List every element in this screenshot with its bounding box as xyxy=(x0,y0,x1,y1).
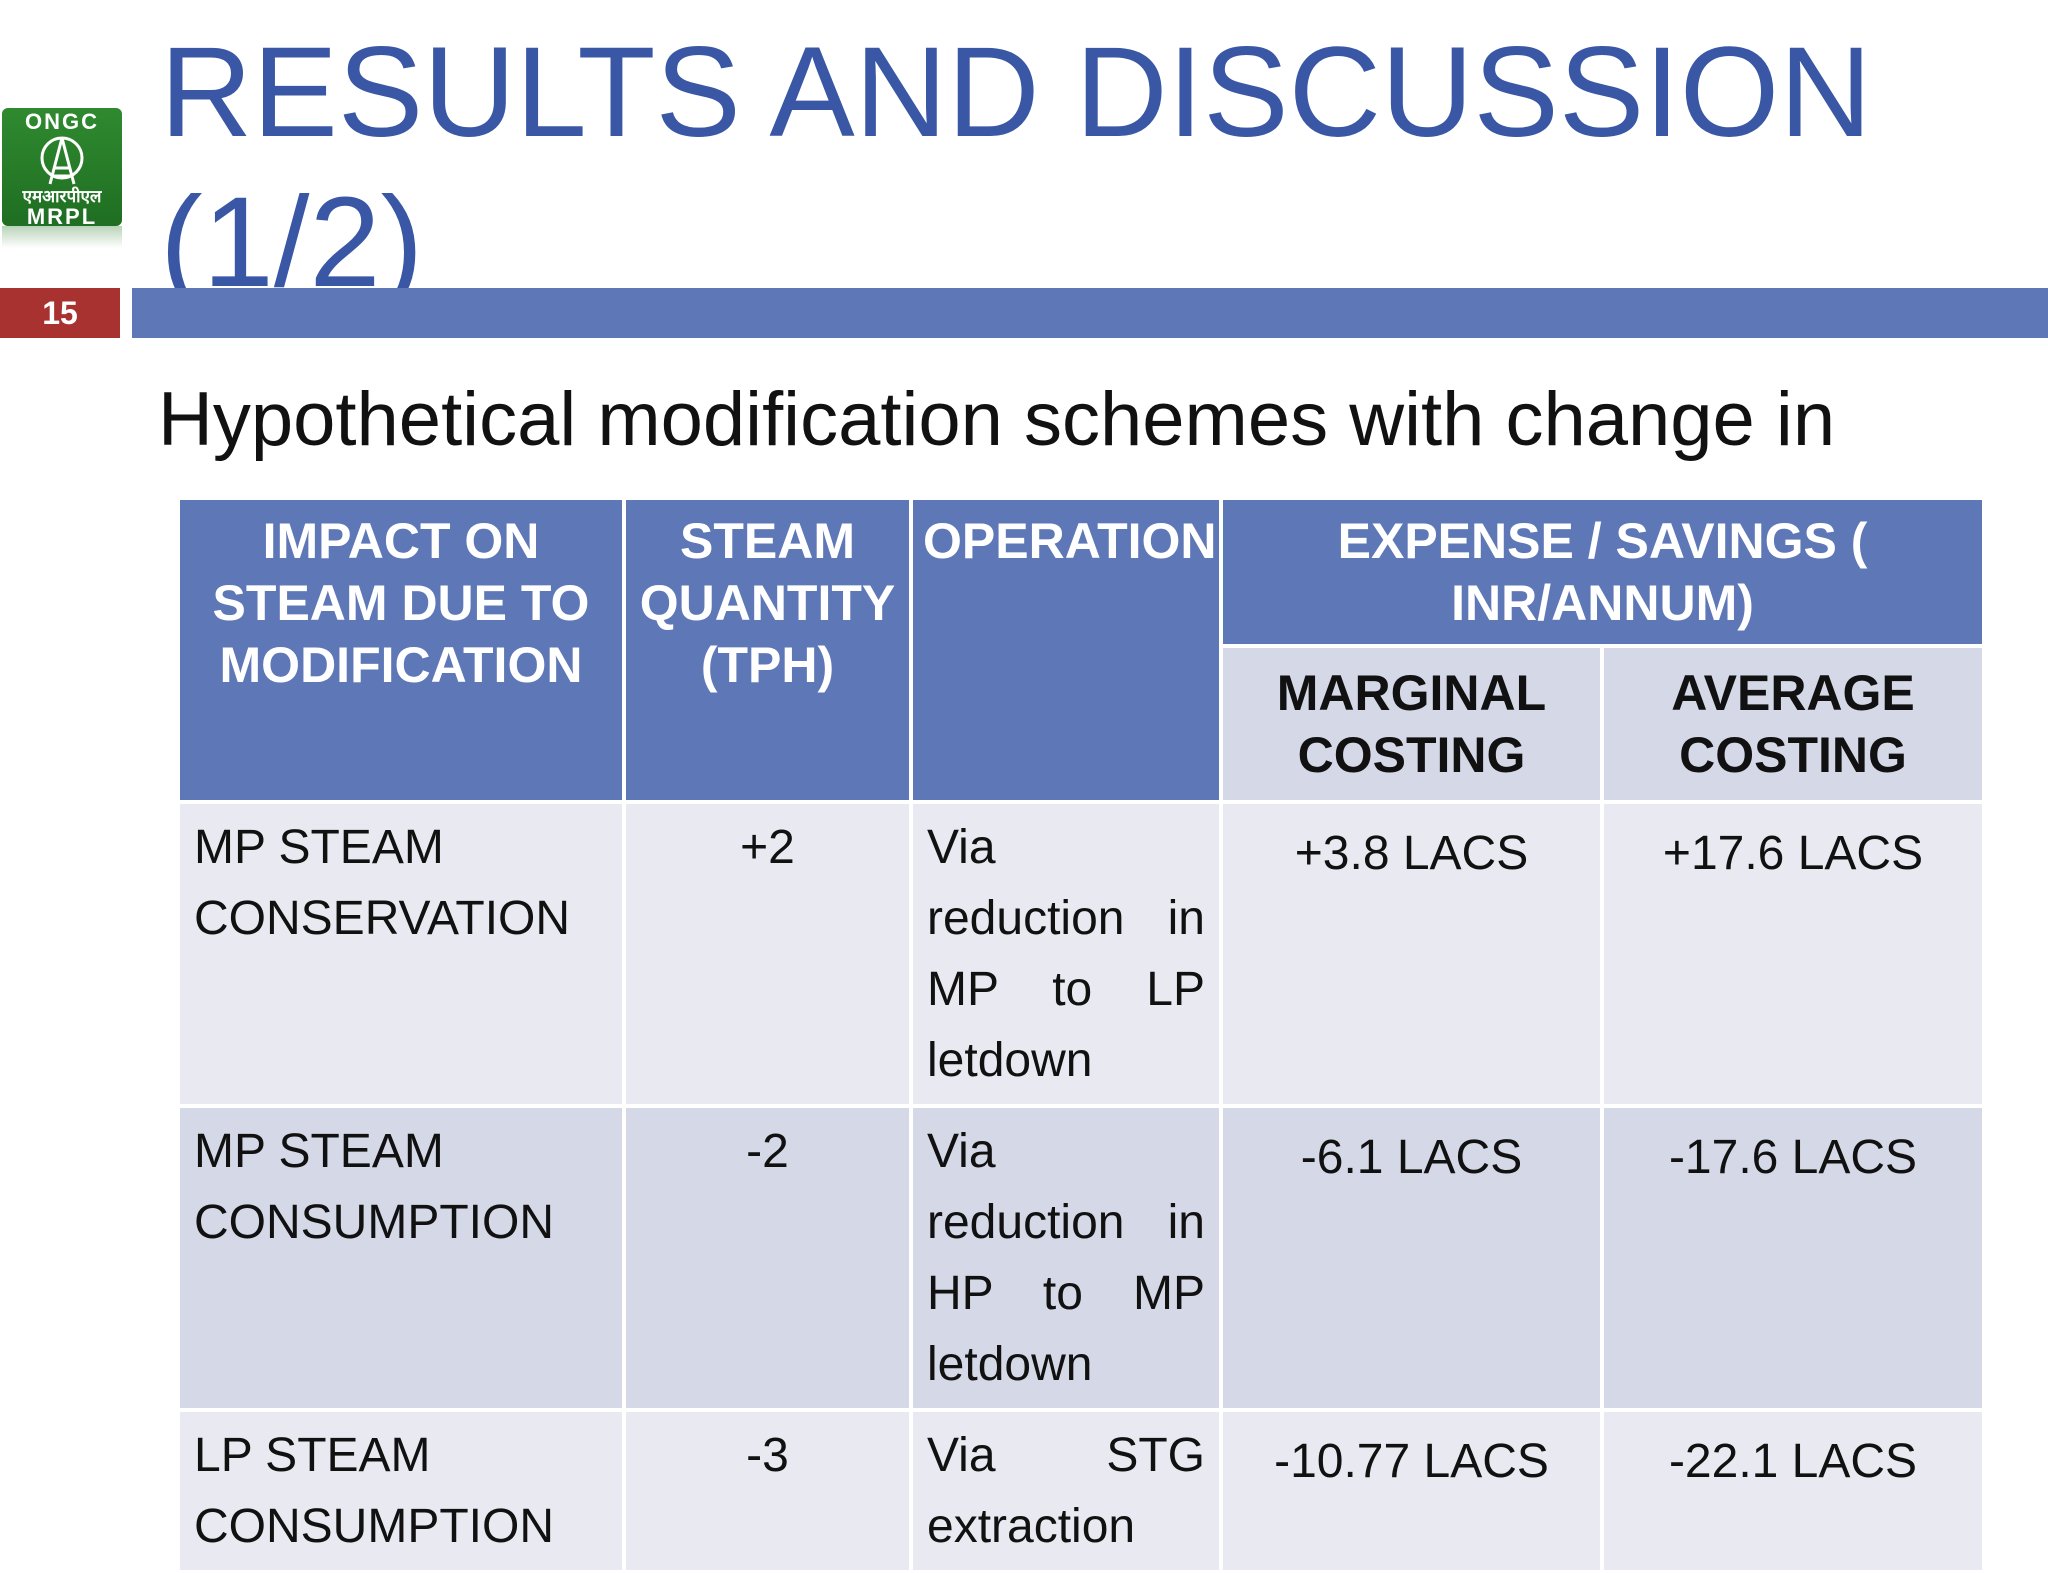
title-divider-bar xyxy=(132,288,2048,338)
logo-text-ongc: ONGC xyxy=(25,109,99,134)
steam-cost-table: IMPACT ON STEAM DUE TO MODIFICATION STEA… xyxy=(176,496,1987,1574)
cell-impact: MP STEAM CONSERVATION xyxy=(176,800,626,1108)
oil-derrick-icon xyxy=(40,136,84,185)
cell-operation: Via reduction in HP to MP letdown xyxy=(909,1104,1223,1412)
slide-number: 15 xyxy=(0,288,120,338)
logo-text-hindi: एमआरपीएल xyxy=(22,187,102,206)
cell-marginal: -10.77 LACS xyxy=(1219,1408,1604,1574)
cell-average: -22.1 LACS xyxy=(1599,1408,1987,1574)
header-average-costing: AVERAGE COSTING xyxy=(1599,644,1987,804)
cell-impact: LP STEAM CONSUMPTION xyxy=(176,1408,626,1574)
cell-operation: Via reduction in MP to LP letdown xyxy=(909,800,1223,1108)
ongc-mrpl-logo: ONGC एमआरपीएल MRPL xyxy=(2,108,122,226)
cell-marginal: +3.8 LACS xyxy=(1219,800,1604,1108)
slide-title: RESULTS AND DISCUSSION (1/2) xyxy=(160,21,1872,314)
header-operation: OPERATION xyxy=(909,496,1223,804)
header-expense-savings: EXPENSE / SAVINGS ( INR/ANNUM) xyxy=(1218,496,1987,648)
slide-subtitle: Hypothetical modification schemes with c… xyxy=(158,377,1836,462)
header-impact: IMPACT ON STEAM DUE TO MODIFICATION xyxy=(176,496,626,804)
cell-quantity: +2 xyxy=(622,800,913,1108)
cell-operation: Via STG extraction xyxy=(909,1408,1223,1574)
logo-text-mrpl: MRPL xyxy=(26,204,98,227)
cell-marginal: -6.1 LACS xyxy=(1219,1104,1604,1412)
cell-average: -17.6 LACS xyxy=(1599,1104,1987,1412)
cell-quantity: -3 xyxy=(622,1408,913,1574)
table-row: MP STEAM CONSUMPTION -2 Via reduction in… xyxy=(176,1104,1987,1412)
cell-quantity: -2 xyxy=(622,1104,913,1412)
logo-reflection xyxy=(2,226,122,248)
header-steam-quantity: STEAM QUANTITY (TPH) xyxy=(622,496,913,804)
table-row: MP STEAM CONSERVATION +2 Via reduction i… xyxy=(176,800,1987,1108)
table-row: LP STEAM CONSUMPTION -3 Via STG extracti… xyxy=(176,1408,1987,1574)
header-marginal-costing: MARGINAL COSTING xyxy=(1219,644,1604,804)
cell-average: +17.6 LACS xyxy=(1599,800,1987,1108)
cell-impact: MP STEAM CONSUMPTION xyxy=(176,1104,626,1412)
